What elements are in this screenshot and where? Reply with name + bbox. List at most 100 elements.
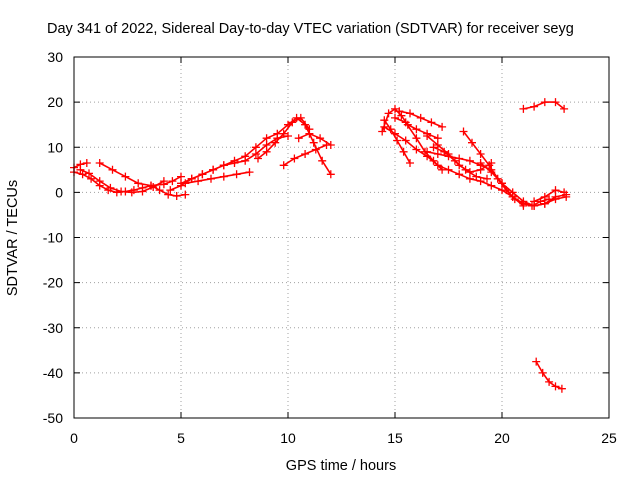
data-point <box>284 132 292 140</box>
data-point <box>519 197 528 206</box>
data-point <box>427 118 436 127</box>
series-line <box>297 132 332 146</box>
data-point <box>560 188 569 197</box>
data-point <box>433 141 442 149</box>
data-point <box>532 357 541 366</box>
ticks-layer: 0 5 10 15 20 25 -50 -40 -30 -20 -10 0 10 20 30 <box>43 49 617 446</box>
data-point <box>423 132 432 140</box>
data-point <box>78 170 87 179</box>
data-point <box>134 179 143 188</box>
data-point <box>194 177 203 186</box>
x-tick-label: 10 <box>280 430 296 446</box>
series-line <box>462 130 550 207</box>
data-point <box>401 136 410 145</box>
y-tick-label: -50 <box>43 410 63 426</box>
data-point <box>538 368 547 377</box>
data-point <box>459 127 468 136</box>
y-tick-label: -40 <box>43 365 63 381</box>
x-tick-label: 20 <box>494 430 510 446</box>
data-point <box>149 183 158 191</box>
x-tick-label: 5 <box>177 430 185 446</box>
data-point <box>219 161 228 170</box>
data-point <box>262 141 271 149</box>
data-point <box>294 134 303 143</box>
data-point <box>305 129 314 138</box>
data-point <box>399 147 408 156</box>
data-point <box>551 186 560 195</box>
data-point <box>207 174 215 183</box>
series-arc-18 <box>429 143 491 183</box>
data-point <box>440 147 449 156</box>
grid-layer <box>74 57 609 418</box>
data-point <box>181 190 190 199</box>
data-point <box>401 118 410 127</box>
series-arc-23 <box>532 357 566 393</box>
data-point <box>551 382 560 391</box>
data-point <box>393 136 402 145</box>
data-point <box>262 134 271 143</box>
data-point <box>82 159 91 167</box>
series-line <box>533 189 565 203</box>
data-point <box>455 170 464 179</box>
data-point <box>155 186 164 195</box>
data-point <box>551 195 560 204</box>
series-line <box>383 126 568 207</box>
data-point <box>241 152 250 161</box>
series-arc-22 <box>519 98 569 113</box>
data-point <box>159 177 168 186</box>
series-line <box>394 117 443 171</box>
data-point <box>251 143 260 152</box>
data-point <box>423 147 432 156</box>
data-point <box>545 377 554 386</box>
data-point <box>209 165 218 174</box>
data-point <box>560 104 569 113</box>
data-point <box>510 195 519 204</box>
data-point <box>562 192 571 201</box>
data-point <box>468 138 476 147</box>
data-point <box>530 197 539 206</box>
data-point <box>519 104 528 113</box>
data-point <box>326 141 335 149</box>
series-arc-19 <box>459 127 554 210</box>
data-point <box>198 170 207 179</box>
data-point <box>455 154 464 163</box>
series-arc-14 <box>391 113 447 174</box>
data-point <box>391 129 399 138</box>
data-point <box>290 154 299 163</box>
data-point <box>288 118 297 127</box>
data-point <box>391 113 399 122</box>
data-point <box>166 186 175 195</box>
data-point <box>508 188 517 197</box>
data-point <box>232 170 241 179</box>
y-tick-label: -30 <box>43 320 63 336</box>
data-point <box>177 172 185 181</box>
data-point <box>311 145 320 154</box>
data-point <box>540 199 549 208</box>
data-point <box>476 150 485 158</box>
data-point <box>172 192 181 200</box>
data-point <box>271 138 280 147</box>
series-arc-20 <box>476 159 571 210</box>
data-point <box>378 127 387 136</box>
data-point <box>412 145 421 154</box>
data-point <box>412 134 421 143</box>
data-point <box>384 109 393 118</box>
data-point <box>438 165 447 174</box>
series-arc-8 <box>254 113 314 163</box>
y-tick-label: 30 <box>47 49 63 65</box>
data-point <box>219 172 228 181</box>
data-point <box>380 122 389 131</box>
y-axis-label: SDTVAR / TECUs <box>5 180 21 296</box>
data-point <box>433 150 442 158</box>
data-point <box>106 183 115 192</box>
series-line <box>522 101 565 110</box>
x-tick-label: 0 <box>70 430 78 446</box>
data-point <box>551 98 560 107</box>
data-point <box>416 113 425 122</box>
data-point <box>95 159 104 167</box>
data-point <box>395 107 404 116</box>
series-arc-3 <box>95 159 185 190</box>
data-point <box>487 181 496 190</box>
series-arc-10 <box>294 129 335 149</box>
